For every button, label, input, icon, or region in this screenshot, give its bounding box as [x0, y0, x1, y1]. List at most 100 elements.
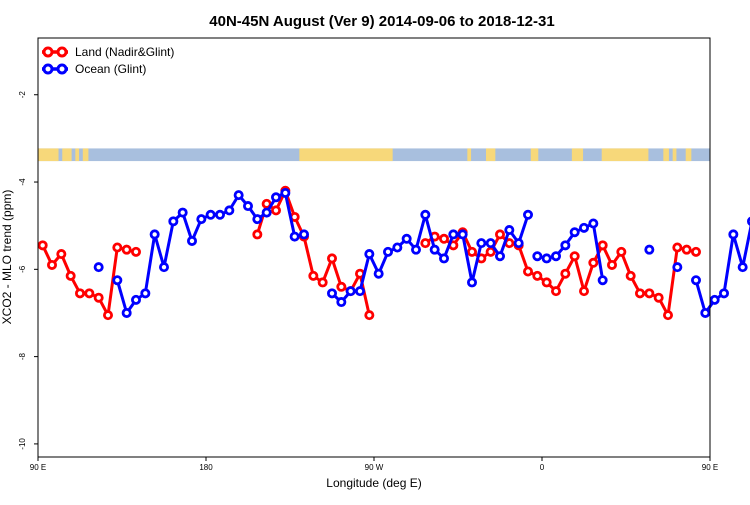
legend-land-label: Land (Nadir&Glint): [75, 45, 174, 59]
series-land-point: [653, 292, 664, 303]
series-ocean-point: [438, 253, 449, 264]
land-ocean-mask: [38, 148, 710, 162]
series-ocean-point: [336, 297, 347, 308]
series-land-point: [579, 286, 590, 297]
series-ocean-point: [560, 240, 571, 251]
series-ocean-point: [588, 218, 599, 229]
series-land-point: [336, 281, 347, 292]
series-ocean-point: [121, 307, 132, 318]
series-ocean-point: [709, 294, 720, 305]
series-layer: [37, 185, 750, 321]
series-land-point: [37, 240, 48, 251]
y-tick-label: -10: [18, 438, 27, 450]
series-land-point: [588, 257, 599, 268]
legend-land-marker: [56, 46, 68, 58]
series-ocean-point: [737, 262, 748, 273]
series-ocean-point: [700, 307, 711, 318]
series-ocean-point: [551, 251, 562, 262]
series-ocean-point: [476, 238, 487, 249]
series-ocean-point: [569, 227, 580, 238]
series-ocean-point: [177, 207, 188, 218]
series-land-point: [47, 259, 58, 270]
series-ocean-point: [597, 275, 608, 286]
legend-ocean-marker: [56, 63, 68, 75]
series-ocean-point: [233, 190, 244, 201]
series-land-point: [420, 238, 431, 249]
series-land-point: [672, 242, 683, 253]
series-land-point: [691, 246, 702, 257]
y-tick-label: -2: [18, 91, 27, 99]
series-ocean-point: [523, 209, 534, 220]
series-ocean-point: [168, 216, 179, 227]
series-ocean-point: [261, 207, 272, 218]
series-ocean-point: [298, 229, 309, 240]
land-band: [38, 148, 59, 162]
series-ocean-line: [330, 213, 530, 304]
land-band: [663, 148, 669, 162]
plot-frame: [37, 37, 711, 458]
series-ocean-point: [429, 244, 440, 255]
series-ocean-point: [186, 235, 197, 246]
land-band: [685, 148, 692, 162]
series-land-point: [551, 286, 562, 297]
series-ocean-point: [93, 262, 104, 273]
series-land-point: [532, 270, 543, 281]
series-land-point: [541, 277, 552, 288]
x-tick-label: 90 E: [702, 463, 718, 472]
series-ocean-point: [644, 244, 655, 255]
series-ocean-point: [448, 229, 459, 240]
series-ocean-point: [354, 286, 365, 297]
series-ocean-point: [214, 209, 225, 220]
series-land-point: [364, 310, 375, 321]
series-land-point: [681, 244, 692, 255]
x-tick-label: 90 W: [365, 463, 384, 472]
series-ocean-point: [242, 201, 253, 212]
series-land-point: [308, 270, 319, 281]
series-ocean-point: [130, 294, 141, 305]
series-ocean-point: [280, 187, 291, 198]
x-tick-label: 0: [540, 463, 545, 472]
x-axis: 90 E 180 90 W 0 90 E: [30, 457, 718, 472]
series-land-point: [560, 268, 571, 279]
series-ocean-point: [691, 275, 702, 286]
series-ocean-point: [373, 268, 384, 279]
series-ocean-point: [532, 251, 543, 262]
series-ocean-point: [513, 238, 524, 249]
series-ocean-point: [728, 229, 739, 240]
series-land-point: [597, 240, 608, 251]
series-ocean: [93, 187, 750, 318]
series-land-point: [569, 251, 580, 262]
series-ocean-point: [504, 225, 515, 236]
series-land-point: [75, 288, 86, 299]
y-tick-label: -6: [18, 265, 27, 273]
series-ocean-point: [224, 205, 235, 216]
series-ocean-point: [289, 231, 300, 242]
y-axis-label: XCO2 - MLO trend (ppm): [0, 190, 14, 325]
series-ocean-point: [149, 229, 160, 240]
series-land-point: [607, 259, 618, 270]
series-land-point: [625, 270, 636, 281]
series-land-point: [93, 292, 104, 303]
series-land-point: [84, 288, 95, 299]
series-ocean-point: [205, 209, 216, 220]
series-ocean-point: [158, 262, 169, 273]
series-land-point: [103, 310, 114, 321]
land-band: [601, 148, 649, 162]
legend-ocean-marker: [42, 63, 54, 75]
land-band: [486, 148, 496, 162]
land-band: [299, 148, 393, 162]
series-land-point: [494, 229, 505, 240]
x-tick-label: 180: [199, 463, 213, 472]
series-ocean-point: [382, 246, 393, 257]
chart-title: 40N-45N August (Ver 9) 2014-09-06 to 201…: [209, 13, 554, 30]
x-axis-label: Longitude (deg E): [326, 476, 421, 490]
land-band: [62, 148, 72, 162]
legend-ocean-label: Ocean (Glint): [75, 62, 146, 76]
land-band: [571, 148, 584, 162]
series-land-point: [56, 249, 67, 260]
series-land-point: [644, 288, 655, 299]
series-ocean-point: [485, 238, 496, 249]
y-tick-label: -4: [18, 178, 27, 186]
